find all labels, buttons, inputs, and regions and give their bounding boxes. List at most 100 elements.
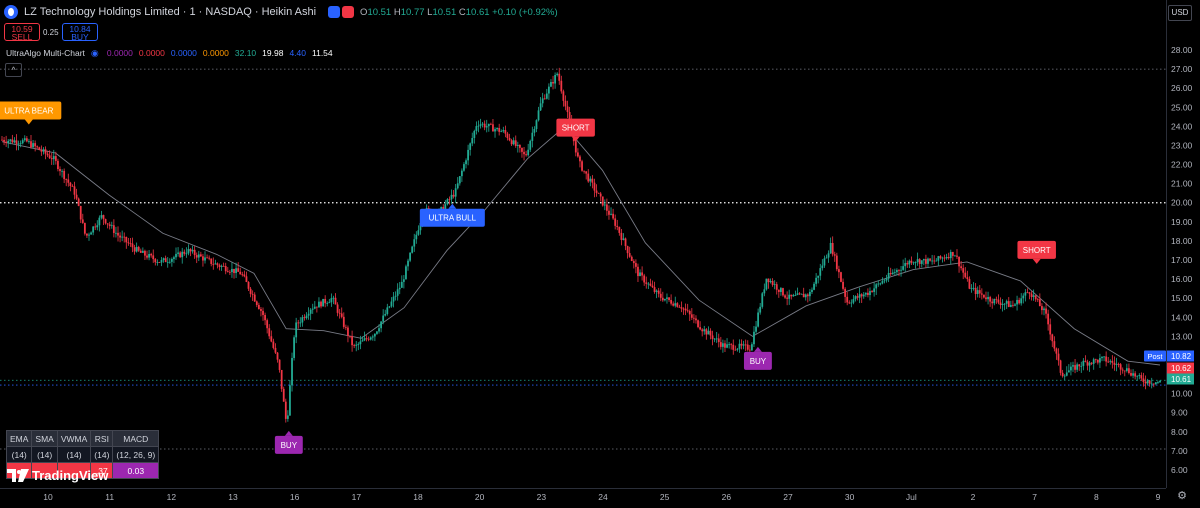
signal-box (743, 351, 772, 370)
signal-label[interactable]: ULTRA BEAR (0, 101, 62, 125)
candle-body (59, 169, 61, 172)
candle-body (610, 213, 612, 215)
candle-body (467, 149, 470, 161)
candle-body (307, 313, 310, 316)
candle-body (274, 347, 277, 353)
candle-body (850, 302, 853, 304)
signal-box (556, 118, 595, 137)
collapse-legend-button[interactable]: ^ (5, 63, 22, 77)
y-tick-label: 16.00 (1171, 274, 1193, 284)
candle-body (757, 312, 760, 327)
candle-body (612, 213, 615, 219)
signal-label[interactable]: SHORT (1017, 240, 1056, 264)
candle-body (690, 314, 693, 318)
currency-button[interactable]: USD (1168, 5, 1192, 21)
signal-label[interactable]: BUY (274, 430, 303, 454)
indicator-visibility-icon[interactable]: ◉ (90, 48, 99, 58)
table-param-cell: (14) (5, 446, 33, 463)
chart-header: LZ Technology Holdings Limited · 1 · NAS… (4, 4, 558, 20)
logo-text: TradingView (32, 467, 109, 483)
candle-body (1003, 303, 1006, 305)
candle-body (450, 194, 453, 200)
market-status-icon[interactable] (328, 6, 341, 18)
candle-body (771, 280, 774, 285)
candle-body (736, 348, 739, 350)
candle-body (809, 291, 811, 297)
symbol-title[interactable]: LZ Technology Holdings Limited · 1 · NAS… (24, 6, 317, 18)
candle-body (222, 265, 225, 267)
candle-body (214, 263, 217, 265)
candle-body (873, 288, 876, 292)
candle-body (958, 256, 960, 267)
ohlc-readout: O10.51 H10.77 L10.51 C10.61 +0.10 (+0.92… (360, 7, 558, 18)
signal-text: SHORT (1023, 246, 1051, 255)
candle-body (50, 158, 53, 160)
signal-label[interactable]: SHORT (556, 118, 595, 142)
settings-gear-icon[interactable]: ⚙ (1177, 490, 1187, 502)
x-tick-label: 7 (1032, 492, 1037, 502)
candle-body (1005, 301, 1008, 304)
candle-body (322, 298, 324, 307)
candle-body (492, 124, 494, 132)
ohlc-key: O (360, 6, 368, 18)
signal-label[interactable]: ULTRA BULL (419, 203, 485, 227)
candle-body (740, 343, 743, 346)
candle-body (703, 329, 706, 332)
candle-body (811, 289, 813, 292)
candle-body (912, 262, 915, 264)
y-tick-label: 19.00 (1171, 217, 1193, 227)
candle-body (413, 239, 416, 247)
candle-body (516, 144, 519, 146)
signal-label[interactable]: BUY (743, 346, 772, 370)
candle-body (241, 274, 244, 276)
candle-body (336, 304, 339, 313)
y-tick-label: 7.00 (1171, 446, 1188, 456)
candle-body (204, 257, 206, 261)
candle-body (980, 293, 983, 295)
candle-body (1096, 359, 1099, 363)
candle-body (1125, 368, 1128, 371)
buy-button[interactable]: 10.84 BUY (62, 23, 98, 41)
indicator-name[interactable]: UltraAlgo Multi-Chart (6, 48, 85, 58)
candle-body (1123, 370, 1126, 372)
data-status-icon[interactable] (342, 6, 355, 18)
signal-text: BUY (281, 441, 298, 450)
candle-body (382, 315, 385, 322)
candle-body (148, 253, 150, 258)
sell-button[interactable]: 10.59 SELL (4, 23, 40, 41)
candle-body (257, 304, 260, 310)
indicator-value: 0.0000 (106, 48, 133, 58)
candle-body (86, 233, 88, 236)
indicator-table: EMA SMA VWMA RSI MACD (14) (14) (14) (14) (12, 2… (5, 430, 160, 479)
candle-body (871, 291, 873, 292)
candle-body (896, 270, 898, 273)
candle-body (326, 302, 329, 304)
candle-body (680, 307, 683, 309)
candle-body (759, 306, 762, 313)
candle-body (802, 293, 805, 298)
candle-body (98, 217, 101, 226)
candle-body (44, 149, 47, 154)
x-tick-label: 23 (537, 492, 547, 502)
candle-body (682, 308, 685, 310)
candle-body (251, 293, 254, 295)
candle-body (717, 338, 720, 343)
tradingview-logo[interactable]: TradingView (7, 466, 108, 484)
candle-body (506, 133, 509, 139)
candle-body (150, 253, 153, 256)
candle-body (235, 268, 237, 274)
candle-body (202, 256, 204, 261)
candle-body (1032, 295, 1035, 297)
candle-body (935, 260, 938, 262)
candle-body (30, 141, 32, 148)
candle-body (628, 253, 631, 257)
candle-body (792, 295, 795, 297)
candle-body (1117, 363, 1120, 365)
table-param-cell: (14) (56, 446, 92, 463)
candle-body (187, 248, 190, 254)
candle-body (790, 294, 793, 297)
candle-body (473, 130, 476, 138)
candle-body (452, 194, 455, 197)
candle-body (1036, 299, 1039, 301)
